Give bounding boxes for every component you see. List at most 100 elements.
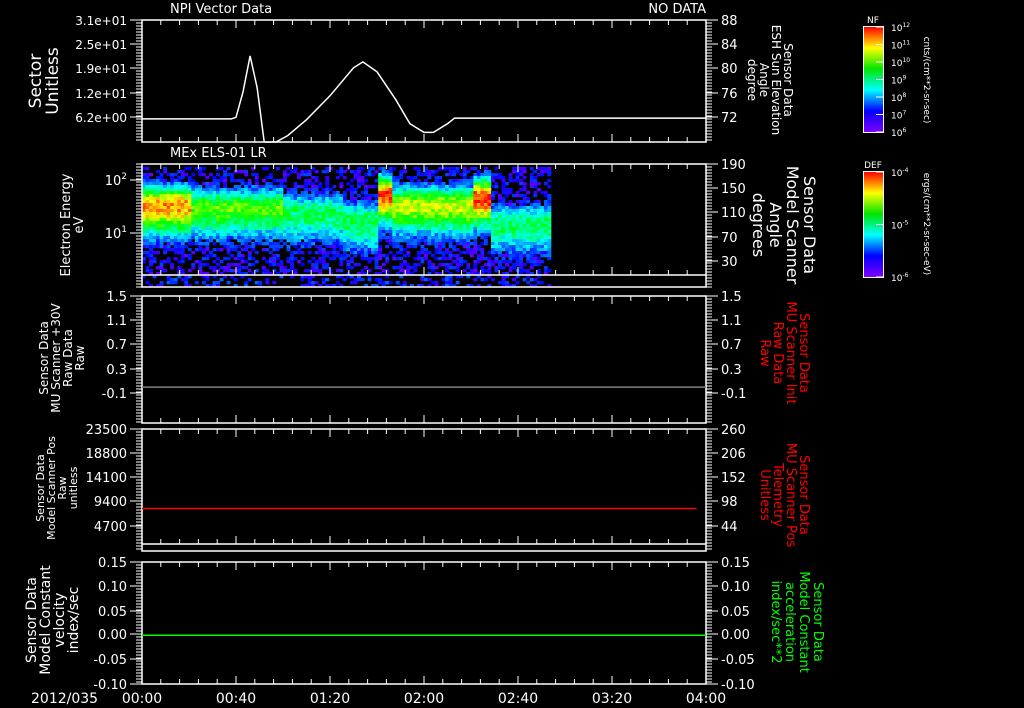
spectrogram-cell bbox=[318, 212, 323, 216]
spectrogram-cell bbox=[314, 197, 319, 201]
spectrogram-cell bbox=[424, 179, 428, 183]
spectrogram-cell bbox=[536, 224, 541, 228]
spectrogram-cell bbox=[258, 239, 263, 243]
spectrogram-cell bbox=[357, 173, 361, 177]
spectrogram-cell bbox=[374, 218, 379, 222]
spectrogram-cell bbox=[240, 266, 245, 270]
spectrogram-cell bbox=[258, 185, 263, 189]
spectrogram-cell bbox=[293, 182, 298, 186]
spectrogram-cell bbox=[300, 278, 305, 282]
spectrogram-cell bbox=[275, 203, 280, 207]
spectrogram-cell bbox=[515, 236, 520, 240]
spectrogram-cell bbox=[409, 266, 414, 270]
spectrogram-cell bbox=[543, 170, 548, 174]
spectrogram-cell bbox=[198, 188, 203, 192]
spectrogram-cell bbox=[156, 284, 160, 288]
spectrogram-cell bbox=[142, 194, 146, 198]
spectrogram-cell bbox=[170, 230, 175, 234]
spectrogram-cell bbox=[374, 284, 379, 288]
spectrogram-cell bbox=[325, 224, 330, 228]
spectrogram-cell bbox=[268, 251, 273, 255]
spectrogram-cell bbox=[159, 182, 164, 186]
spectrogram-cell bbox=[152, 200, 157, 204]
spectrogram-cell bbox=[261, 191, 266, 195]
spectrogram-cell bbox=[290, 224, 294, 228]
spectrogram-cell bbox=[420, 257, 425, 261]
spectrogram-cell bbox=[487, 212, 492, 216]
spectrogram-cell bbox=[311, 266, 316, 270]
spectrogram-cell bbox=[307, 242, 312, 246]
spectrogram-cell bbox=[494, 185, 499, 189]
spectrogram-cell bbox=[455, 281, 460, 285]
spectrogram-cell bbox=[145, 254, 150, 258]
spectrogram-cell bbox=[279, 218, 284, 222]
spectrogram-cell bbox=[201, 236, 206, 240]
spectrogram-cell bbox=[318, 248, 323, 252]
spectrogram-cell bbox=[237, 230, 242, 234]
spectrogram-cell bbox=[374, 245, 379, 249]
spectrogram-cell bbox=[515, 176, 520, 180]
spectrogram-cell bbox=[191, 197, 196, 201]
spectrogram-cell bbox=[187, 182, 192, 186]
spectrogram-cell bbox=[392, 179, 397, 183]
spectrogram-cell bbox=[209, 284, 213, 288]
spectrogram-cell bbox=[533, 191, 538, 195]
spectrogram-cell bbox=[300, 197, 305, 201]
spectrogram-cell bbox=[448, 212, 453, 216]
spectrogram-cell bbox=[420, 236, 425, 240]
spectrogram-cell bbox=[251, 233, 256, 237]
y-tick-exponent: 1 bbox=[121, 225, 127, 235]
spectrogram-cell bbox=[279, 203, 284, 207]
spectrogram-cell bbox=[533, 278, 538, 282]
panel2-title: MEx ELS-01 LR bbox=[170, 146, 267, 161]
spectrogram-cell bbox=[159, 230, 164, 234]
spectrogram-cell bbox=[519, 269, 524, 273]
spectrogram-cell bbox=[346, 239, 351, 243]
spectrogram-cell bbox=[448, 182, 453, 186]
spectrogram-cell bbox=[487, 221, 492, 225]
spectrogram-cell bbox=[350, 197, 354, 201]
spectrogram-cell bbox=[512, 263, 516, 267]
spectrogram-cell bbox=[519, 188, 524, 192]
spectrogram-cell bbox=[247, 254, 252, 258]
spectrogram-cell bbox=[350, 209, 354, 213]
spectrogram-cell bbox=[392, 227, 397, 231]
spectrogram-cell bbox=[216, 212, 220, 216]
spectrogram-cell bbox=[438, 230, 442, 234]
spectrogram-cell bbox=[216, 239, 220, 243]
spectrogram-cell bbox=[342, 254, 347, 258]
spectrogram-cell bbox=[311, 218, 316, 222]
spectrogram-cell bbox=[385, 194, 390, 198]
spectrogram-cell bbox=[163, 182, 168, 186]
time-label: 02:00 bbox=[404, 691, 444, 707]
spectrogram-cell bbox=[364, 200, 368, 204]
spectrogram-cell bbox=[268, 194, 273, 198]
spectrogram-cell bbox=[177, 194, 182, 198]
spectrogram-cell bbox=[413, 209, 418, 213]
spectrogram-cell bbox=[466, 230, 471, 234]
spectrogram-cell bbox=[275, 257, 280, 261]
spectrogram-cell bbox=[364, 194, 368, 198]
spectrogram-cell bbox=[300, 233, 305, 237]
spectrogram-cell bbox=[314, 176, 319, 180]
data-lines bbox=[142, 55, 706, 636]
spectrogram-cell bbox=[177, 224, 182, 228]
spectrogram-cell bbox=[519, 215, 524, 219]
spectrogram-cell bbox=[406, 245, 411, 249]
y-tick-label: 9400 bbox=[94, 495, 127, 510]
spectrogram-cell bbox=[357, 212, 361, 216]
spectrogram-cell bbox=[184, 212, 189, 216]
spectrogram-cell bbox=[480, 209, 485, 213]
spectrogram-cell bbox=[533, 185, 538, 189]
spectrogram-cell bbox=[279, 269, 284, 273]
spectrogram-cell bbox=[346, 206, 351, 210]
spectrogram-cell bbox=[416, 203, 421, 207]
spectrogram-cell bbox=[515, 206, 520, 210]
spectrogram-cell bbox=[462, 224, 467, 228]
spectrogram-cell bbox=[149, 212, 153, 216]
spectrogram-cell bbox=[187, 269, 192, 273]
spectrogram-cell bbox=[385, 218, 390, 222]
spectrogram-cell bbox=[462, 176, 467, 180]
spectrogram-cell bbox=[163, 206, 168, 210]
spectrogram-cell bbox=[452, 209, 457, 213]
